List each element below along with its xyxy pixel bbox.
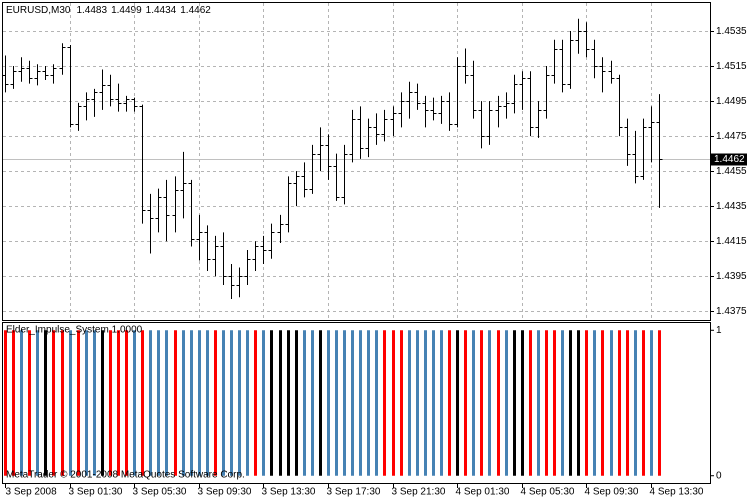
price-panel-frame [2, 2, 711, 321]
y-tick-label: 1.4515 [716, 61, 747, 72]
last-low: 1.4434 [146, 5, 177, 16]
last-high: 1.4499 [111, 5, 142, 16]
x-tick-label: 4 Sep 05:30 [521, 487, 575, 498]
indicator-title: Elder_Impulse_System 1.0000 [6, 325, 143, 336]
current-price-box [711, 153, 747, 166]
x-tick-label: 3 Sep 09:30 [198, 487, 252, 498]
y-tick-label: 1.4375 [716, 306, 747, 317]
chart-title: EURUSD,M30 1.4483 1.4499 1.4434 1.4462 [6, 5, 211, 16]
y-tick-label: 1.4395 [716, 271, 747, 282]
y-tick-label: 1.4435 [716, 201, 747, 212]
current-price-label: 1.4462 [714, 154, 745, 165]
x-tick-label: 3 Sep 17:30 [327, 487, 381, 498]
y-tick-label: 0 [716, 470, 722, 481]
y-tick-label: 1.4475 [716, 131, 747, 142]
y-tick-label: 1.4495 [716, 96, 747, 107]
x-tick-label: 4 Sep 13:30 [650, 487, 704, 498]
x-tick-label: 4 Sep 09:30 [585, 487, 639, 498]
x-tick-label: 3 Sep 13:30 [262, 487, 316, 498]
x-tick-label: 3 Sep 01:30 [69, 487, 123, 498]
y-tick-label: 1.4535 [716, 26, 747, 37]
x-tick-label: 3 Sep 2008 [6, 487, 58, 498]
symbol: EURUSD,M30 [6, 5, 71, 16]
y-tick-label: 1.4455 [716, 166, 747, 177]
x-tick-label: 3 Sep 21:30 [392, 487, 446, 498]
last-open: 1.4483 [76, 5, 107, 16]
y-tick-label: 1 [716, 325, 722, 336]
last-close: 1.4462 [180, 5, 211, 16]
watermark: MetaTrader © 2001-2008 MetaQuotes Softwa… [6, 470, 245, 481]
indicator-panel-frame [2, 322, 711, 484]
y-tick-label: 1.4415 [716, 236, 747, 247]
x-tick-label: 4 Sep 01:30 [456, 487, 510, 498]
x-tick-label: 3 Sep 05:30 [133, 487, 187, 498]
